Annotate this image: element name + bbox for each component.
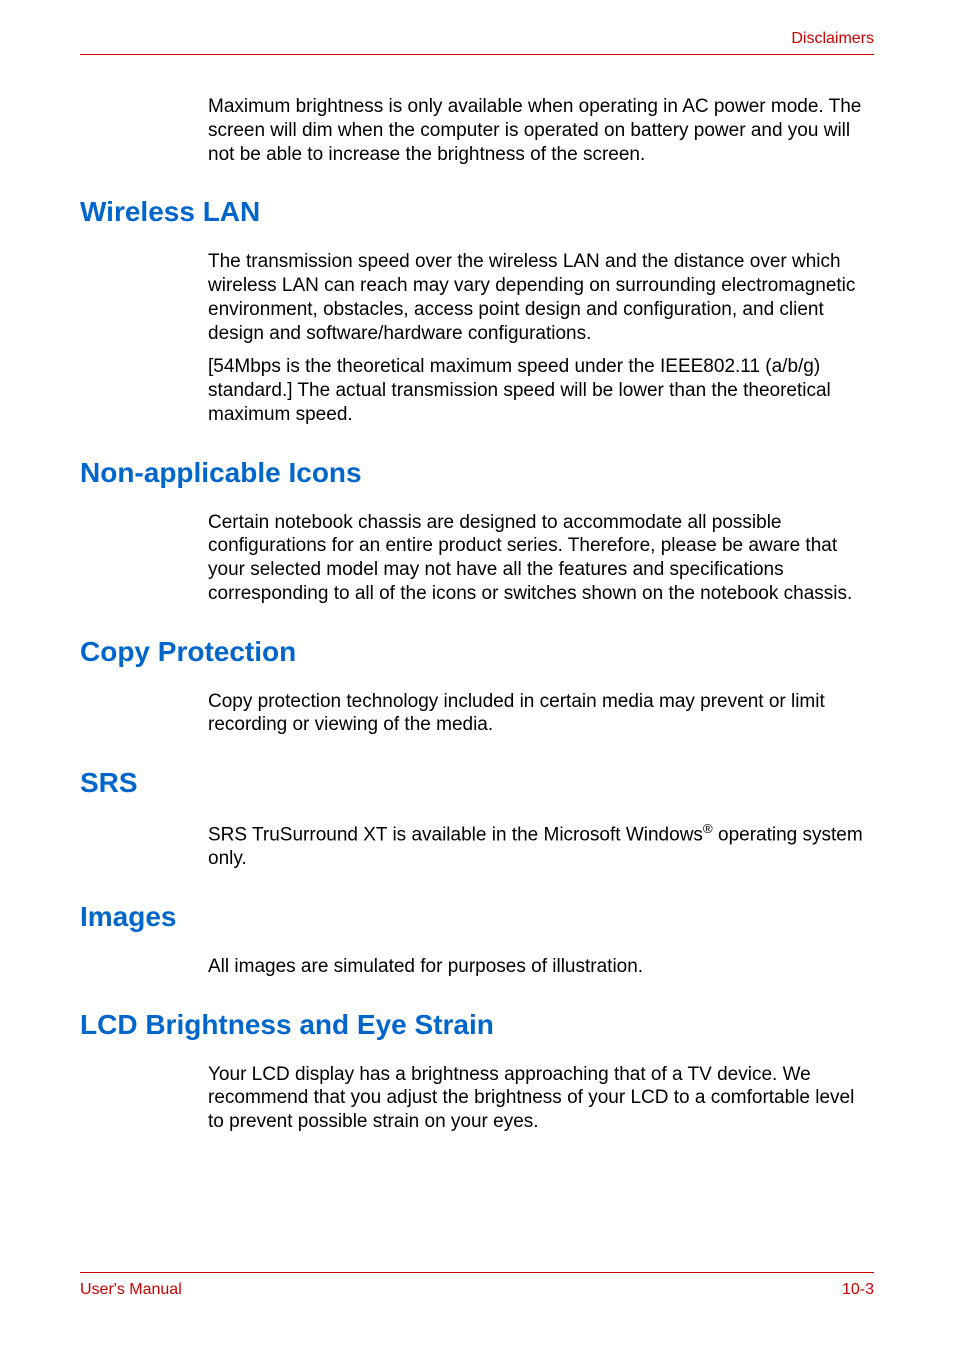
section-heading-lcd-brightness: LCD Brightness and Eye Strain	[80, 1009, 874, 1041]
intro-paragraph: Maximum brightness is only available whe…	[208, 95, 874, 166]
body-paragraph: The transmission speed over the wireless…	[208, 250, 874, 345]
body-paragraph: Your LCD display has a brightness approa…	[208, 1063, 874, 1134]
section-heading-images: Images	[80, 901, 874, 933]
body-paragraph: [54Mbps is the theoretical maximum speed…	[208, 355, 874, 426]
section-heading-copy-protection: Copy Protection	[80, 636, 874, 668]
footer-rule: User's Manual 10-3	[80, 1272, 874, 1299]
body-paragraph: Copy protection technology included in c…	[208, 690, 874, 738]
body-paragraph: SRS TruSurround XT is available in the M…	[208, 821, 874, 871]
page-container: Disclaimers Maximum brightness is only a…	[0, 0, 954, 1134]
body-paragraph: Certain notebook chassis are designed to…	[208, 511, 874, 606]
header-label: Disclaimers	[791, 30, 874, 47]
body-paragraph: All images are simulated for purposes of…	[208, 955, 874, 979]
section-heading-non-applicable-icons: Non-applicable Icons	[80, 457, 874, 489]
footer-left-label: User's Manual	[80, 1281, 182, 1299]
header-rule: Disclaimers	[80, 30, 874, 55]
section-heading-srs: SRS	[80, 767, 874, 799]
section-heading-wireless-lan: Wireless LAN	[80, 196, 874, 228]
footer-page-number: 10-3	[842, 1281, 874, 1299]
